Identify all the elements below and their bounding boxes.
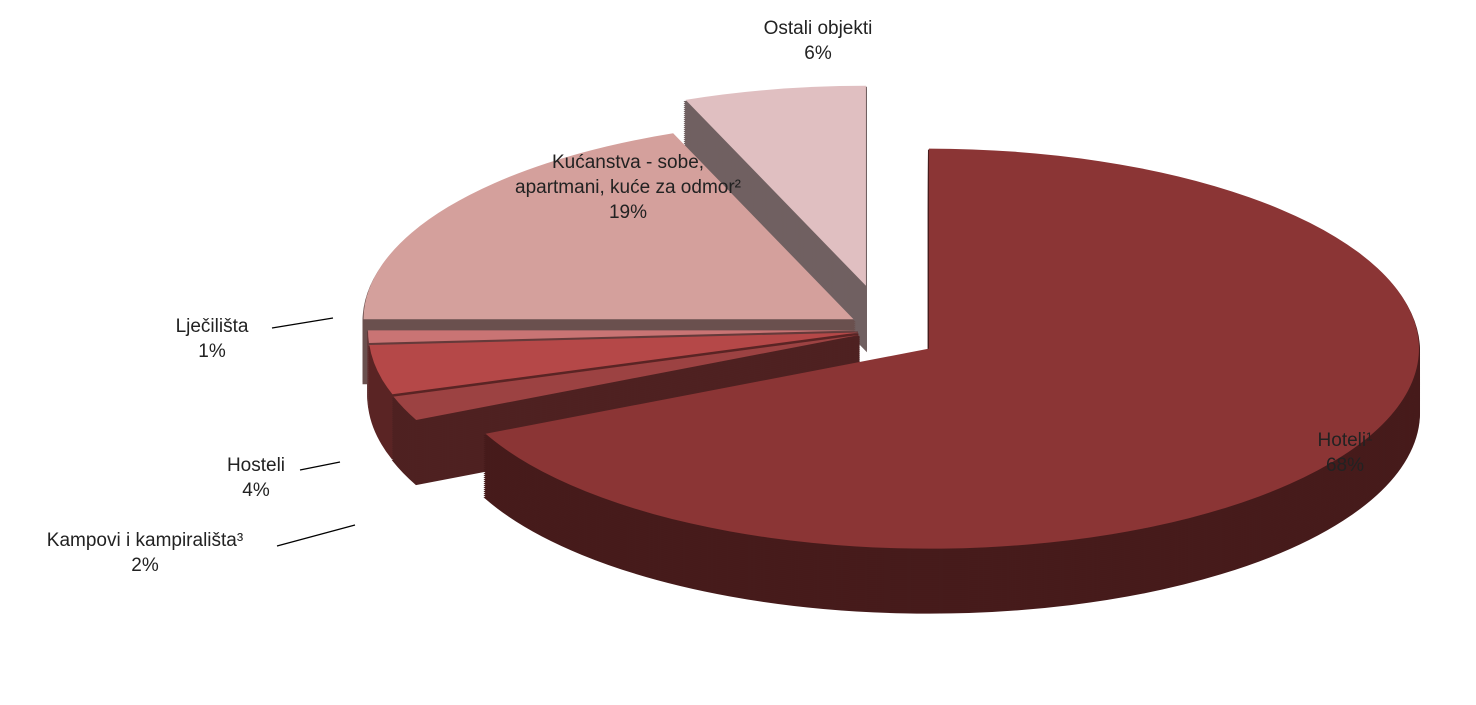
data-label: Kampovi i kampirališta³ 2% [0, 528, 305, 578]
slice-top [368, 330, 859, 343]
value-label: 4% [242, 480, 270, 501]
value-label: 19% [608, 202, 648, 223]
data-label: Hosteli 4% [156, 453, 356, 503]
leader-line [299, 461, 341, 471]
slice-top [485, 148, 1419, 549]
category-label: Kućanstva - sobe, apartmani, kuće za odm… [515, 152, 741, 198]
data-label: Lječilišta 1% [112, 314, 312, 364]
category-label: Ostali objekti [763, 18, 873, 39]
slice-top [393, 334, 860, 421]
data-label: Hoteli¹ 68% [1245, 428, 1445, 478]
category-label: Lječilišta [175, 316, 249, 337]
leader-line [276, 524, 356, 547]
category-label: Kampovi i kampirališta³ [46, 530, 244, 551]
data-label: Ostali objekti 6% [708, 16, 928, 66]
data-label: Kućanstva - sobe, apartmani, kuće za odm… [513, 150, 743, 225]
slice-top [685, 85, 866, 286]
pie-slice [483, 148, 1420, 614]
category-label: Hoteli¹ [1317, 430, 1373, 451]
slice-top [363, 133, 854, 320]
slice-top [369, 332, 859, 395]
value-label: 6% [804, 43, 832, 64]
value-label: 1% [198, 341, 226, 362]
value-label: 2% [131, 555, 159, 576]
category-label: Hosteli [226, 455, 286, 476]
value-label: 68% [1325, 455, 1365, 476]
leader-line [271, 317, 334, 329]
